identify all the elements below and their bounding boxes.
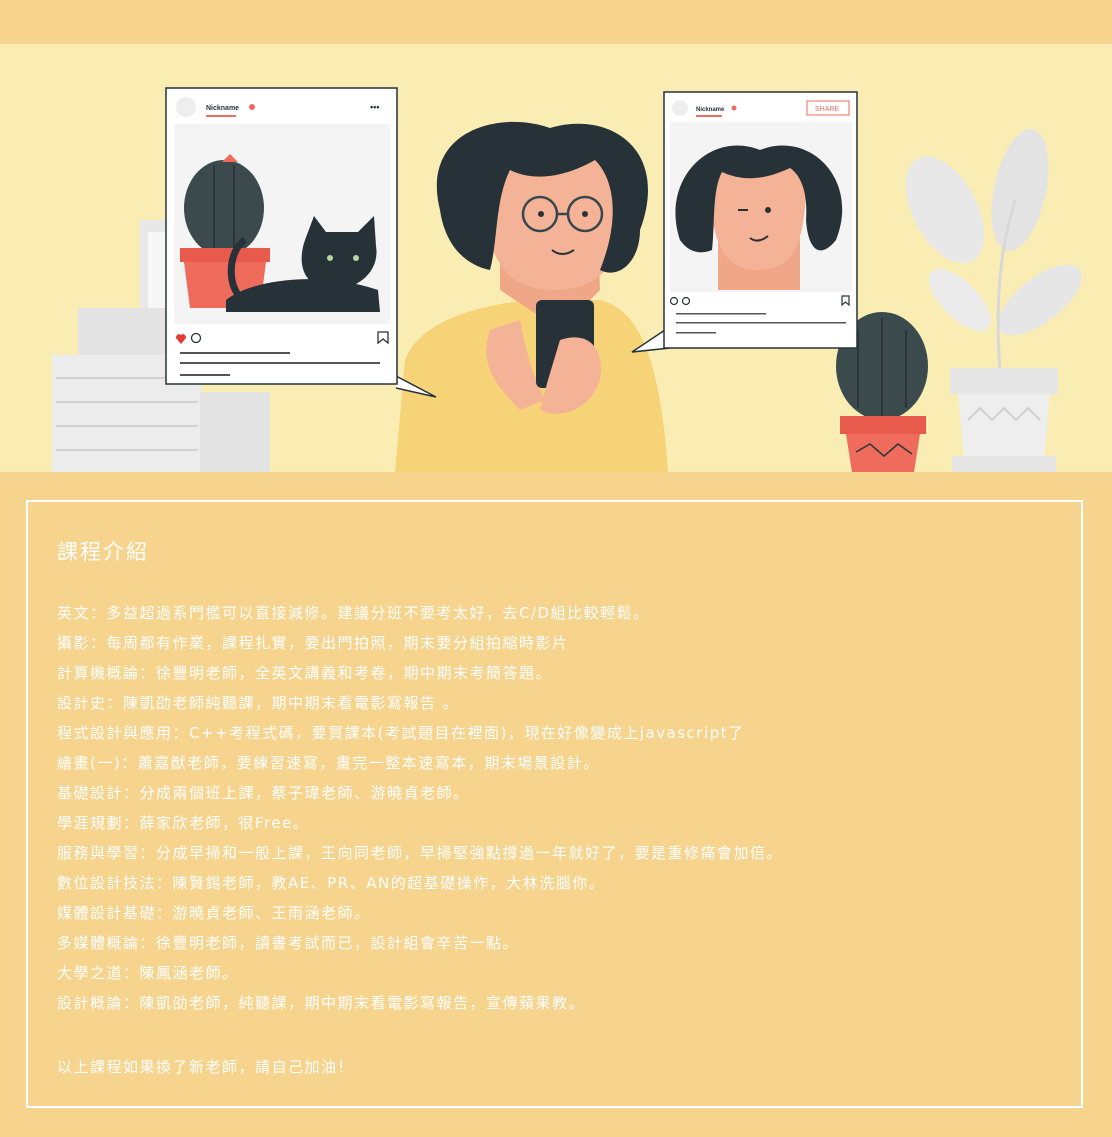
course-item: 設計史：陳凱劭老師純聽課，期中期末看電影寫報告 。 (57, 688, 1067, 718)
post-right-nickname: Nickname (696, 107, 725, 113)
hero-illustration: Nickname ••• Nickn (0, 44, 1112, 472)
course-item: 大學之道：陳鳳涵老師。 (57, 958, 1067, 988)
course-item: 數位設計技法：陳賢錫老師，教AE、PR、AN的超基礎操作，大林洗腦你。 (57, 868, 1067, 898)
course-item: 攝影：每周都有作業，課程扎實，要出門拍照，期末要分組拍縮時影片 (57, 628, 1067, 658)
course-list: 英文：多益超過系門檻可以直接減修。建議分班不要考太好，去C/D組比較輕鬆。 攝影… (57, 598, 1067, 1018)
share-button: SHARE (815, 106, 839, 113)
course-item: 繪畫(一)：蕭嘉猷老師，要練習速寫，畫完一整本速寫本，期末場景設計。 (57, 748, 1067, 778)
course-item: 設計概論：陳凱劭老師，純聽課，期中期末看電影寫報告，宣傳蘋果教。 (57, 988, 1067, 1018)
person-illustration (395, 122, 668, 472)
social-post-card-right: Nickname SHARE (632, 92, 857, 352)
social-post-card-left: Nickname ••• (166, 88, 436, 397)
course-item: 多媒體概論：徐豐明老師，讀書考試而已，設計組會辛苦一點。 (57, 928, 1067, 958)
course-item: 基礎設計：分成兩個班上課，蔡子瑋老師、游曉貞老師。 (57, 778, 1067, 808)
course-item: 英文：多益超過系門檻可以直接減修。建議分班不要考太好，去C/D組比較輕鬆。 (57, 598, 1067, 628)
top-strip (0, 0, 1112, 44)
course-item: 計算機概論：徐豐明老師，全英文講義和考卷，期中期末考簡答題。 (57, 658, 1067, 688)
section-title: 課程介紹 (57, 536, 149, 566)
post-left-nickname: Nickname (206, 105, 239, 112)
course-item: 學涯規劃：薛家欣老師，很Free。 (57, 808, 1067, 838)
course-item: 服務與學習：分成早掃和一般上課，王向同老師，早掃堅強點撐過一年就好了，要是重修痛… (57, 838, 1067, 868)
footer-note: 以上課程如果換了新老師，請自己加油！ (57, 1052, 354, 1082)
course-item: 程式設計與應用：C++考程式碼，要買課本(考試題目在裡面)，現在好像變成上jav… (57, 718, 1067, 748)
course-item: 媒體設計基礎：游曉貞老師、王雨涵老師。 (57, 898, 1067, 928)
post-left-more-icon: ••• (370, 102, 379, 112)
